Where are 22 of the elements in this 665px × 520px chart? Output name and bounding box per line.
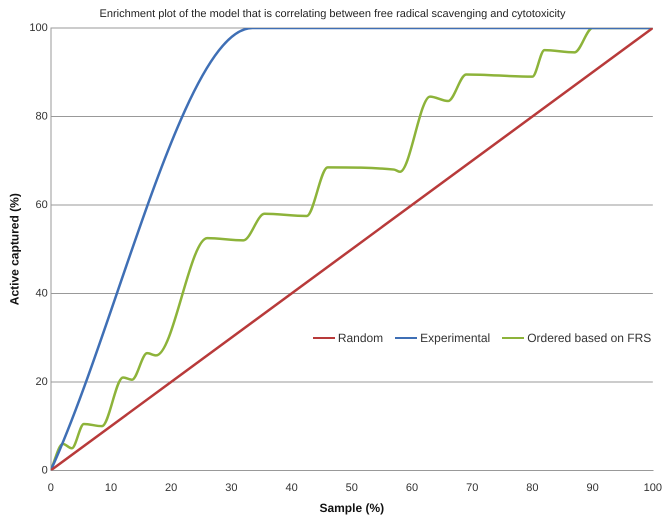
x-tick-label: 20 [165,482,178,494]
y-tick-label: 20 [36,376,48,388]
x-tick-label: 70 [466,482,478,494]
y-tick-label: 0 [42,464,48,476]
legend-label: Ordered based on FRS [527,330,652,345]
chart-title: Enrichment plot of the model that is correlating between free radical scavenging and cytotoxicity [98,8,566,20]
x-tick-label: 40 [285,482,298,494]
x-tick-label: 50 [346,482,358,494]
legend-label: Random [338,330,384,345]
y-tick-label: 60 [36,198,48,211]
x-tick-label: 60 [406,482,418,494]
x-axis-title: Sample (%) [319,501,384,516]
y-tick-label: 100 [29,22,48,34]
x-tick-label: 100 [644,482,662,494]
x-tick-label: 10 [104,482,118,494]
x-tick-label: 80 [526,482,539,494]
x-tick-label: 90 [586,482,599,494]
x-tick-label: 30 [225,482,238,494]
y-tick-label: 80 [36,110,48,123]
y-tick-label: 40 [36,287,48,300]
legend-label: Experimental [420,330,490,345]
y-axis-title: Active captured (%) [8,193,22,306]
